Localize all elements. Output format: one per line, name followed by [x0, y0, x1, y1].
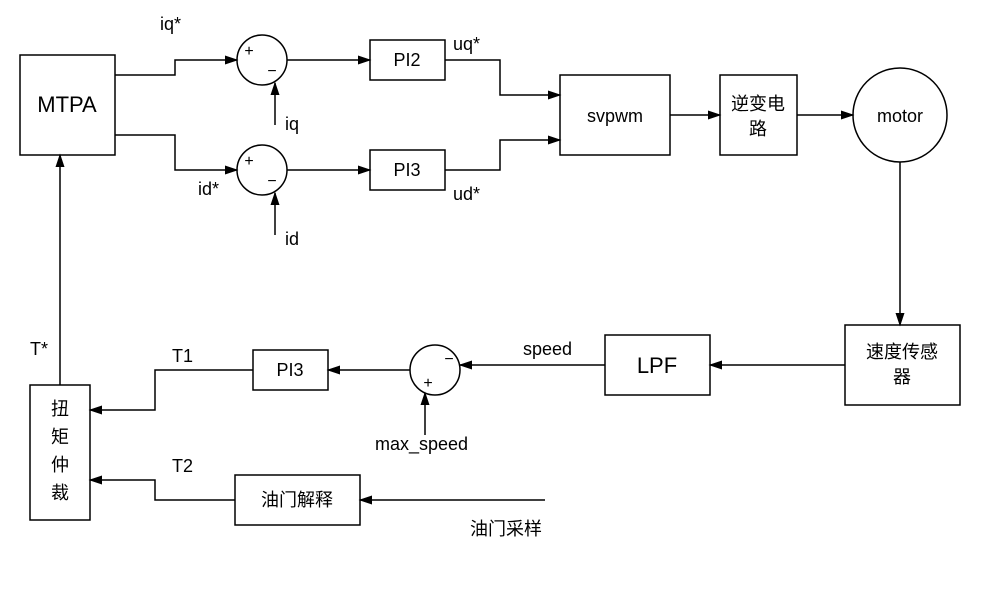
block-pi3-bot: PI3 [253, 350, 328, 390]
sign-minus-q: − [267, 63, 276, 80]
summer-speed: − + [410, 345, 460, 395]
label-arbiter-l2: 矩 [51, 427, 69, 447]
block-inverter: 逆变电 路 [720, 75, 797, 155]
label-throttle: 油门解释 [261, 490, 333, 510]
edge-pi3-svpwm [445, 140, 560, 170]
block-motor: motor [853, 68, 947, 162]
label-pi3-top: PI3 [393, 160, 420, 180]
signal-id-star: id* [198, 179, 219, 199]
block-mtpa: MTPA [20, 55, 115, 155]
summer-q: + − [237, 35, 287, 85]
label-speed-sensor-l1: 速度传感 [866, 342, 938, 362]
signal-speed: speed [523, 339, 572, 359]
edge-mtpa-sumq [115, 60, 237, 75]
label-inverter-l1: 逆变电 [731, 94, 785, 114]
sign-plus-s: + [423, 375, 432, 392]
label-arbiter-l3: 仲 [51, 455, 69, 475]
summer-d: + − [237, 145, 287, 195]
signal-uq-star: uq* [453, 34, 480, 54]
block-speed-sensor: 速度传感 器 [845, 325, 960, 405]
sign-minus-d: − [267, 173, 276, 190]
edge-mtpa-sumd [115, 135, 237, 170]
label-lpf: LPF [637, 353, 677, 378]
label-mtpa: MTPA [37, 92, 97, 117]
signal-ud-star: ud* [453, 184, 480, 204]
signal-iq-star: iq* [160, 14, 181, 34]
label-pi2: PI2 [393, 50, 420, 70]
label-inverter-l2: 路 [749, 119, 767, 139]
signal-t1: T1 [172, 346, 193, 366]
control-block-diagram: MTPA + − + − PI2 PI3 svpwm 逆变电 路 motor [0, 0, 1000, 606]
label-arbiter-l4: 裁 [51, 483, 69, 503]
signal-iq: iq [285, 114, 299, 134]
sign-plus-d: + [244, 153, 253, 170]
signal-throttle-sample: 油门采样 [470, 519, 542, 539]
signal-t-star: T* [30, 339, 48, 359]
block-lpf: LPF [605, 335, 710, 395]
sign-plus-q: + [244, 43, 253, 60]
label-svpwm: svpwm [587, 106, 643, 126]
signal-maxspeed: max_speed [375, 434, 468, 455]
block-svpwm: svpwm [560, 75, 670, 155]
edge-pi2-svpwm [445, 60, 560, 95]
edge-pi3bot-arbiter [90, 370, 253, 410]
block-throttle: 油门解释 [235, 475, 360, 525]
label-pi3-bot: PI3 [276, 360, 303, 380]
block-arbiter: 扭 矩 仲 裁 [30, 385, 90, 520]
label-arbiter-l1: 扭 [51, 399, 69, 419]
signal-t2: T2 [172, 456, 193, 476]
label-motor: motor [877, 106, 923, 126]
sign-minus-s: − [444, 351, 453, 368]
block-pi3-top: PI3 [370, 150, 445, 190]
label-speed-sensor-l2: 器 [893, 367, 911, 387]
block-pi2: PI2 [370, 40, 445, 80]
edge-throttle-arbiter [90, 480, 235, 500]
signal-id: id [285, 229, 299, 249]
